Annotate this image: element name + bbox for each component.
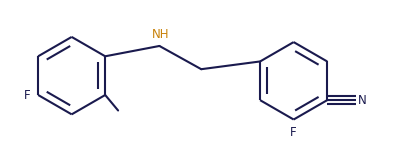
Text: F: F (24, 88, 30, 102)
Text: F: F (290, 126, 297, 139)
Text: N: N (358, 94, 367, 107)
Text: NH: NH (152, 28, 169, 41)
